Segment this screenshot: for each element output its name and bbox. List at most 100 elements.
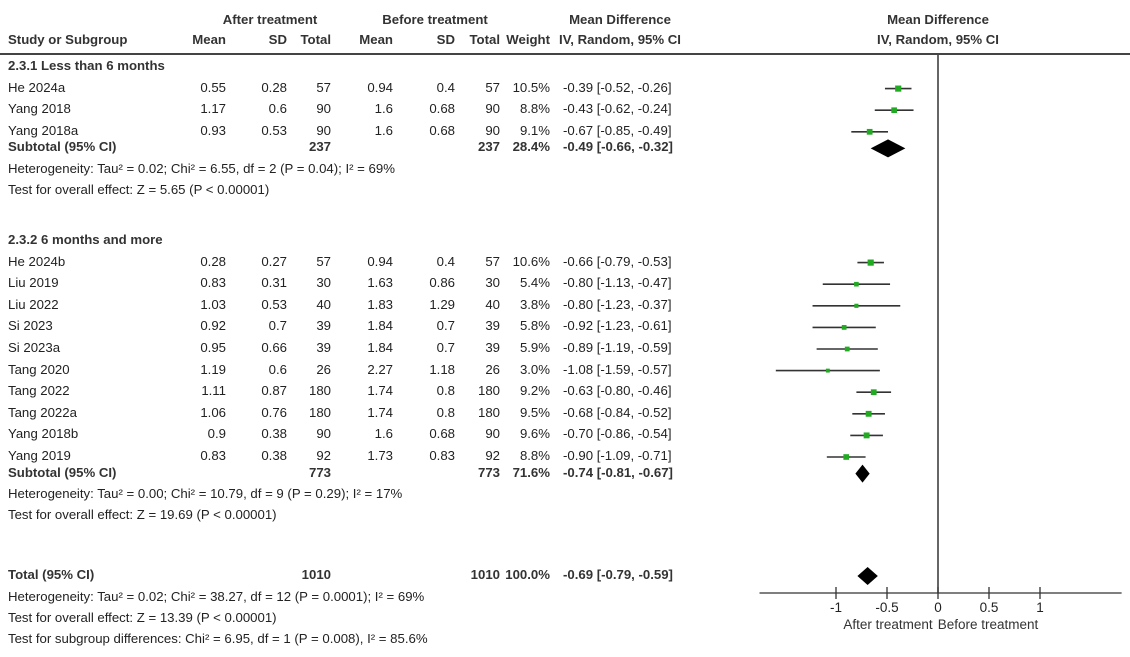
- total-after: 1010: [301, 567, 331, 582]
- weight: 3.0%: [519, 361, 550, 377]
- total-before: 92: [485, 448, 500, 463]
- mean-before: 1.6: [374, 101, 393, 117]
- heterogeneity-text: Heterogeneity: Tau² = 0.00; Chi² = 10.79…: [8, 486, 403, 502]
- mean-before: 1.63: [367, 275, 393, 291]
- total-after: 180: [308, 383, 331, 399]
- sd-after: 0.38: [261, 426, 287, 442]
- mean-diff-ci: -0.68 [-0.84, -0.52]: [563, 404, 672, 420]
- weight: 10.5%: [512, 79, 550, 95]
- sd-before: 1.29: [429, 296, 455, 312]
- col-header-weight: Weight: [506, 32, 550, 47]
- total-after: 26: [316, 361, 331, 377]
- study-name: Si 2023a: [8, 340, 61, 355]
- mean-before: 1.6: [374, 122, 393, 138]
- total-heterogeneity: Heterogeneity: Tau² = 0.02; Chi² = 38.27…: [8, 589, 425, 604]
- study-marker: [863, 432, 870, 439]
- mean-after: 0.93: [200, 122, 226, 138]
- study-marker: [854, 303, 859, 308]
- study-name: Tang 2022a: [8, 404, 77, 420]
- col-header-mean-after: Mean: [192, 32, 226, 47]
- study-marker: [841, 325, 847, 330]
- study-marker: [865, 410, 872, 417]
- subtotal-label: Subtotal (95% CI): [8, 464, 117, 480]
- mean-diff-ci: -0.80 [-1.23, -0.37]: [563, 296, 672, 312]
- study-name: Yang 2018a: [8, 122, 79, 138]
- sd-after: 0.66: [261, 340, 287, 355]
- x-label-left: After treatment: [843, 617, 933, 632]
- mean-after: 0.9: [207, 426, 226, 442]
- sd-after: 0.31: [261, 275, 287, 291]
- study-marker: [866, 128, 873, 135]
- pooled-diamond: [870, 139, 906, 158]
- mean-before: 1.84: [367, 340, 393, 355]
- weight: 8.8%: [519, 101, 550, 117]
- mean-after: 0.83: [200, 275, 226, 291]
- study-marker: [867, 259, 874, 266]
- group-header-after: After treatment: [222, 12, 318, 27]
- sd-before: 0.68: [429, 101, 455, 117]
- total-before: 26: [485, 361, 500, 377]
- weight: 9.5%: [519, 404, 550, 420]
- sd-before: 0.7: [436, 340, 455, 355]
- sd-before: 0.8: [436, 404, 455, 420]
- weight: 3.8%: [519, 296, 550, 312]
- total-after: 90: [316, 101, 331, 117]
- study-marker: [891, 107, 897, 114]
- subgroup-differences: Test for subgroup differences: Chi² = 6.…: [8, 631, 428, 646]
- weight: 5.8%: [519, 318, 550, 334]
- total-after: 57: [316, 79, 331, 95]
- subtotal-ci: -0.49 [-0.66, -0.32]: [563, 139, 673, 155]
- weight: 8.8%: [519, 448, 550, 463]
- col-header-total-after: Total: [300, 32, 331, 47]
- sd-before: 0.86: [429, 275, 455, 291]
- study-marker: [870, 389, 877, 396]
- study-name: Tang 2020: [8, 361, 70, 377]
- mean-after: 1.11: [201, 383, 226, 399]
- total-before: 40: [485, 296, 500, 312]
- mean-diff-ci: -0.43 [-0.62, -0.24]: [563, 101, 672, 117]
- study-name: Liu 2022: [8, 296, 59, 312]
- x-tick-label: -0.5: [875, 600, 898, 615]
- pooled-diamond: [857, 567, 878, 585]
- sd-before: 0.7: [436, 318, 455, 334]
- mean-before: 0.94: [367, 79, 393, 95]
- mean-diff-ci: -0.67 [-0.85, -0.49]: [563, 122, 672, 138]
- mean-after: 0.83: [200, 448, 226, 463]
- subgroup-title: 2.3.2 6 months and more: [8, 232, 163, 247]
- col-header-sd-after: SD: [268, 32, 287, 47]
- x-tick-label: 0: [934, 600, 942, 615]
- sd-before: 0.4: [436, 253, 455, 269]
- mean-diff-ci: -0.89 [-1.19, -0.59]: [563, 340, 672, 355]
- study-marker: [844, 346, 850, 352]
- subtotal-weight: 71.6%: [512, 464, 550, 480]
- weight: 5.9%: [519, 340, 550, 355]
- total-after: 40: [316, 296, 331, 312]
- subtotal-total-before: 773: [477, 464, 500, 480]
- study-name: Liu 2019: [8, 275, 59, 291]
- total-weight: 100.0%: [505, 567, 550, 582]
- col-header-sd-before: SD: [436, 32, 455, 47]
- mean-diff-ci: -0.80 [-1.13, -0.47]: [563, 275, 672, 291]
- mean-diff-ci: -0.70 [-0.86, -0.54]: [563, 426, 672, 442]
- study-name: Tang 2022: [8, 383, 70, 399]
- sd-after: 0.7: [268, 318, 287, 334]
- study-name: Yang 2018b: [8, 426, 79, 442]
- mean-diff-ci: -0.66 [-0.79, -0.53]: [563, 253, 672, 269]
- mean-before: 1.6: [374, 426, 393, 442]
- sd-after: 0.6: [268, 361, 287, 377]
- sd-after: 0.87: [261, 383, 287, 399]
- study-name: He 2024a: [8, 79, 66, 95]
- total-before: 57: [485, 253, 500, 269]
- total-before: 180: [477, 383, 500, 399]
- total-after: 90: [316, 426, 331, 442]
- subtotal-total-after: 237: [308, 139, 331, 155]
- plot-header-title: Mean Difference: [887, 12, 989, 27]
- total-after: 90: [316, 122, 331, 138]
- subtotal-weight: 28.4%: [512, 139, 550, 155]
- sd-before: 0.83: [429, 448, 455, 463]
- mean-diff-ci: -0.92 [-1.23, -0.61]: [563, 318, 672, 334]
- mean-after: 1.06: [200, 404, 226, 420]
- total-before: 90: [485, 426, 500, 442]
- x-tick-label: 0.5: [980, 600, 999, 615]
